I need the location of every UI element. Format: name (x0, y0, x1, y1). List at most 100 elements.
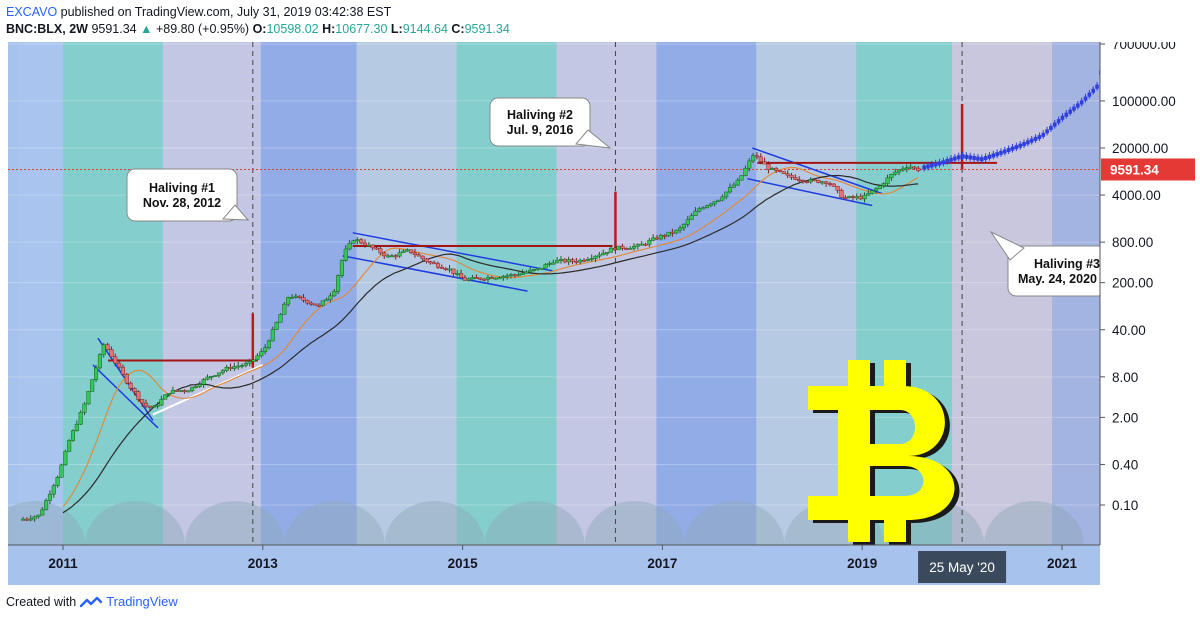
projection-candle (945, 159, 949, 164)
candle (124, 373, 129, 384)
y-axis-panel (1100, 42, 1200, 585)
chart-area[interactable]: Haliving #1 Nov. 28, 2012 Haliving #2 Jul. … (0, 37, 1200, 588)
candle (854, 196, 859, 199)
cycle-band (356, 42, 457, 545)
candle (620, 245, 625, 249)
candle (74, 423, 79, 432)
candle (712, 201, 717, 205)
left-margin (0, 42, 8, 585)
candle (278, 314, 283, 323)
channel-lower (92, 364, 159, 429)
callout-box (1007, 245, 1107, 297)
candle (839, 189, 844, 198)
candle (850, 196, 856, 198)
candle (359, 239, 364, 244)
x-tick-label: 2011 (48, 556, 78, 571)
candle (159, 399, 164, 406)
candle (547, 262, 552, 265)
cycle-band (260, 42, 357, 545)
candle (743, 167, 748, 176)
candle (178, 390, 183, 392)
tradingview-brand[interactable]: TradingView (106, 594, 178, 609)
candle (605, 252, 610, 254)
projection-candle (941, 160, 946, 165)
candle (220, 370, 225, 374)
candle (516, 274, 521, 277)
candle (789, 174, 794, 178)
projection-candle (1064, 112, 1069, 117)
last-price-tag-label: 9591.34 (1110, 162, 1159, 177)
callout-pointer (221, 204, 250, 221)
candle (401, 250, 406, 253)
candle (309, 302, 314, 305)
candle (113, 356, 118, 364)
y-tick-label: 0.10 (1112, 498, 1138, 513)
candle (362, 242, 368, 246)
channel-upper (352, 232, 553, 272)
projection-candle (1033, 136, 1038, 141)
candle (505, 275, 510, 278)
candle (478, 277, 483, 280)
candle (232, 366, 237, 369)
channel-lower (747, 177, 873, 207)
candle (247, 361, 252, 364)
candle (313, 303, 318, 306)
candle (873, 188, 879, 191)
publish-line: EXCAVO published on TradingView.com, Jul… (6, 4, 510, 21)
candle (90, 379, 95, 392)
candle (578, 259, 583, 263)
candle (82, 403, 87, 413)
bitcoin-logo-face (808, 360, 955, 542)
candle (105, 344, 110, 350)
candle (117, 362, 122, 368)
candle (274, 321, 279, 330)
projection-candle (1079, 100, 1084, 105)
y-tick-label: 200.00 (1112, 276, 1153, 291)
candle (466, 278, 471, 281)
candle (724, 191, 729, 198)
close-label: C: (451, 22, 465, 36)
candle (774, 167, 779, 171)
author-name[interactable]: EXCAVO (6, 5, 58, 19)
candle (32, 516, 37, 520)
halving-title: Haliving #1 (149, 181, 215, 195)
candle (508, 274, 514, 277)
candle (562, 259, 567, 263)
cycle-arc (284, 501, 385, 545)
bitcoin-logo (808, 360, 960, 545)
publish-info: published on TradingView.com, July 31, 2… (60, 5, 392, 19)
cycle-arc (484, 501, 585, 545)
candle (589, 258, 594, 260)
candle (216, 372, 222, 376)
candle (316, 304, 321, 307)
up-arrow-icon: ▲ (140, 22, 153, 36)
candle (128, 382, 133, 389)
projection-candle (1029, 138, 1034, 143)
candle (628, 247, 633, 250)
candle (266, 340, 271, 349)
projection-candle (949, 157, 953, 162)
candle (320, 300, 325, 306)
candle (93, 367, 99, 380)
candle (435, 263, 441, 268)
candle (109, 349, 114, 358)
projection-candle (1060, 115, 1065, 120)
candle (213, 375, 218, 377)
candle (393, 255, 398, 258)
candle (766, 163, 771, 170)
candle (474, 277, 479, 279)
candle (831, 183, 836, 187)
candle (240, 365, 245, 367)
candle (812, 179, 817, 182)
logo-b (808, 386, 955, 520)
projection-candle (1006, 147, 1011, 153)
candle (793, 177, 798, 180)
cycle-band (18, 42, 64, 545)
projection-candle (1095, 84, 1099, 89)
projection-candle (1045, 129, 1049, 134)
projection-candle (1068, 109, 1072, 114)
x-tick-label: 2017 (647, 556, 677, 571)
